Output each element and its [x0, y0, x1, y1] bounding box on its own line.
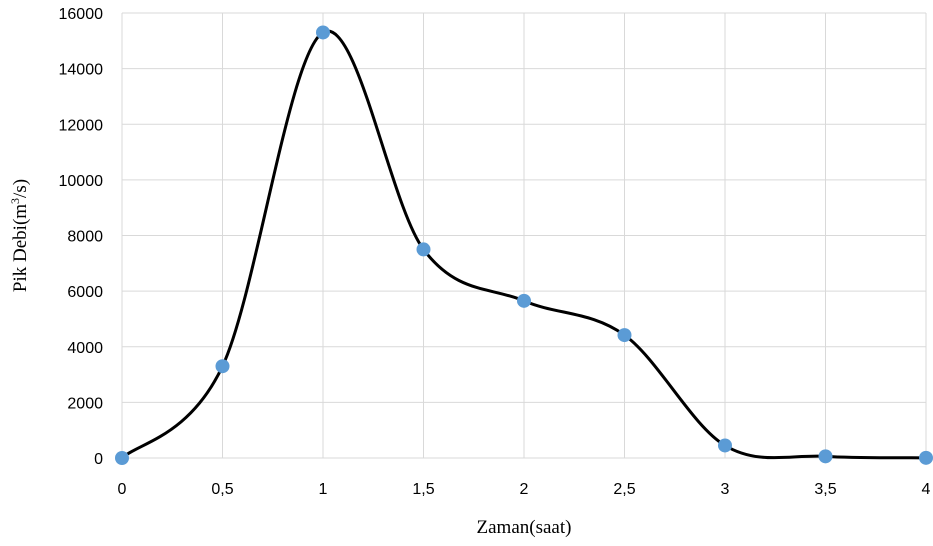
y-axis-title-superscript: 3: [8, 198, 22, 204]
data-point: [115, 451, 129, 465]
x-tick-label: 0: [118, 481, 127, 498]
x-tick-label: 2: [520, 481, 529, 498]
data-point: [617, 328, 632, 343]
x-tick-label: 0,5: [211, 481, 233, 498]
data-point: [416, 242, 431, 257]
x-tick-label: 1: [319, 481, 328, 498]
y-tick-label: 14000: [59, 62, 104, 79]
x-tick-label: 2,5: [613, 481, 635, 498]
y-axis-title: Pik Debi(m3/s): [8, 179, 31, 292]
data-point: [919, 450, 933, 465]
y-tick-label: 4000: [67, 340, 103, 357]
y-tick-label: 16000: [59, 6, 104, 23]
y-tick-label: 0: [94, 451, 103, 468]
x-tick-label: 4: [922, 481, 931, 498]
y-axis-ticks: 0 2000 4000 6000 8000 10000 12000 14000 16000: [59, 6, 104, 468]
y-tick-label: 2000: [67, 395, 103, 412]
data-point: [718, 438, 732, 453]
grid: [121, 12, 927, 459]
x-tick-label: 1,5: [412, 481, 434, 498]
y-tick-label: 12000: [59, 117, 104, 134]
series-line: [120, 29, 927, 460]
data-point: [818, 449, 833, 464]
data-point: [215, 359, 230, 374]
y-tick-label: 6000: [67, 284, 103, 301]
data-points: [115, 25, 933, 465]
data-point: [517, 293, 531, 308]
y-tick-label: 10000: [59, 173, 104, 190]
x-axis-ticks: 0 0,5 1 1,5 2 2,5 3 3,5 4: [118, 481, 931, 498]
x-tick-label: 3: [721, 481, 730, 498]
y-axis-title-prefix: Pik Debi(m: [10, 204, 31, 292]
x-tick-label: 3,5: [814, 481, 836, 498]
x-axis-title: Zaman(saat): [477, 517, 572, 538]
y-tick-label: 8000: [67, 229, 103, 246]
data-point: [316, 25, 330, 40]
y-axis-title-suffix: /s): [10, 179, 31, 198]
